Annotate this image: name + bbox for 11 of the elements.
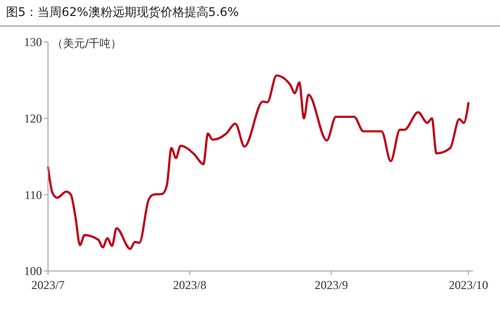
x-tick-label: 2023/8 (172, 278, 206, 292)
y-axis-title: （美元/千吨） (52, 37, 122, 50)
y-tick-label: 130 (24, 35, 42, 50)
y-tick-label: 110 (24, 188, 42, 202)
chart-title: 图5：当周62%澳粉远期现货价格提高5.6% (6, 5, 239, 19)
x-tick-label: 2023/9 (314, 278, 348, 292)
line-series (46, 74, 470, 250)
y-tick-label: 120 (24, 112, 42, 126)
x-tick-label: 2023/10 (448, 278, 488, 292)
x-tick-label: 2023/7 (31, 278, 65, 292)
y-tick-label: 100 (24, 264, 42, 278)
